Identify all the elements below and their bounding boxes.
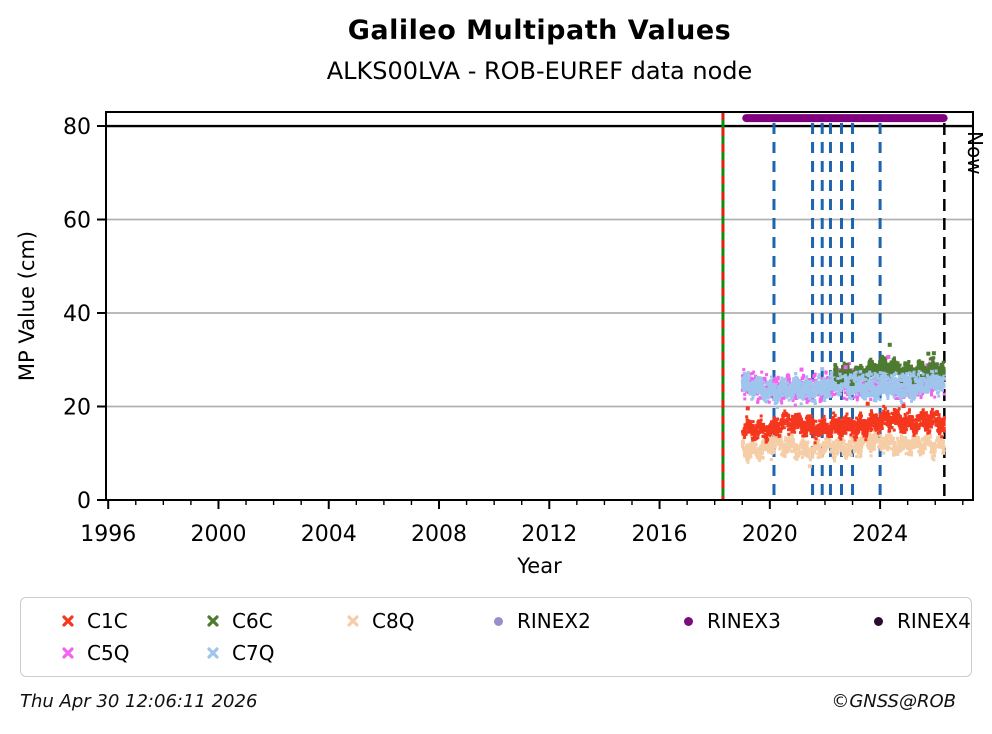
plot-timestamp: Thu Apr 30 12:06:11 2026 bbox=[20, 691, 258, 712]
legend-item-c7q: C7Q bbox=[206, 643, 346, 663]
x-marker-icon bbox=[206, 614, 220, 628]
x-marker-icon bbox=[206, 646, 220, 660]
now-label: Now bbox=[963, 131, 987, 175]
scatter-patch-C7Q bbox=[836, 369, 945, 385]
legend-label: RINEX2 bbox=[517, 609, 591, 633]
dot-marker-icon bbox=[491, 614, 505, 628]
legend-item-rinex3: RINEX3 bbox=[681, 611, 871, 631]
x-axis-label: Year bbox=[516, 554, 562, 578]
x-axis-ticks bbox=[107, 500, 964, 509]
chart-subtitle: ALKS00LVA - ROB-EUREF data node bbox=[326, 57, 753, 85]
legend-item-rinex2: RINEX2 bbox=[491, 611, 681, 631]
scatter-C1C bbox=[741, 404, 946, 445]
rinex3-version-bar bbox=[742, 114, 948, 123]
legend-item-c8q: C8Q bbox=[346, 611, 491, 631]
scatter-outliers bbox=[745, 342, 936, 469]
scatter-C7Q bbox=[740, 367, 946, 409]
y-axis-label: MP Value (cm) bbox=[15, 231, 39, 381]
legend-label: C1C bbox=[87, 609, 128, 633]
legend-label: C5Q bbox=[87, 641, 130, 665]
x-marker-icon bbox=[346, 614, 360, 628]
plot-frame bbox=[105, 111, 974, 501]
legend: C1C C6C C8Q RINEX2 RINEX3 RINEX4 C5Q C7Q bbox=[20, 597, 972, 677]
credit-label: ©GNSS@ROB bbox=[831, 691, 956, 712]
legend-label: RINEX3 bbox=[707, 609, 781, 633]
plot-area: 1996 2000 2004 2008 2012 2016 2020 2024 02040608… bbox=[15, 111, 987, 578]
dot-marker-icon bbox=[681, 614, 695, 628]
x-marker-icon bbox=[61, 646, 75, 660]
legend-item-c6c: C6C bbox=[206, 611, 346, 631]
legend-item-c5q: C5Q bbox=[61, 643, 206, 663]
chart-title: Galileo Multipath Values bbox=[347, 15, 732, 46]
legend-label: C8Q bbox=[372, 609, 415, 633]
y-axis-ticks bbox=[97, 125, 106, 501]
x-tick-labels: 1996 2000 2004 2008 2012 2016 2020 2024 bbox=[80, 522, 908, 547]
dot-marker-icon bbox=[871, 614, 885, 628]
legend-item-rinex4: RINEX4 bbox=[871, 611, 971, 631]
y-gridlines bbox=[106, 218, 973, 408]
legend-item-c1c: C1C bbox=[61, 611, 206, 631]
x-marker-icon bbox=[61, 614, 75, 628]
legend-label: C6C bbox=[232, 609, 273, 633]
legend-label: C7Q bbox=[232, 641, 275, 665]
legend-label: RINEX4 bbox=[897, 609, 971, 633]
